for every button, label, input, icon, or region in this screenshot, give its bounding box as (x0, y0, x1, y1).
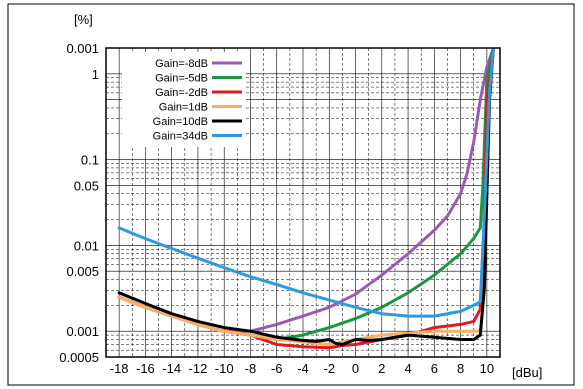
x-tick-label: -8 (245, 361, 257, 376)
outer-frame (7, 3, 575, 386)
series-line (117, 48, 495, 346)
legend-box (122, 52, 246, 147)
legend-label: Gain=1dB (159, 102, 208, 114)
x-tick-label: -10 (215, 361, 234, 376)
x-tick-label: 8 (457, 361, 464, 376)
x-tick-label: -6 (271, 361, 283, 376)
x-tick-label: -12 (189, 361, 208, 376)
y-tick-label: 0.05 (74, 178, 99, 193)
x-tick-label: -2 (323, 361, 335, 376)
x-tick-label: -16 (136, 361, 155, 376)
x-tick-label: 10 (480, 361, 494, 376)
plot-area-frame (105, 47, 501, 358)
y-axis-unit-label: [%] (74, 12, 93, 27)
y-tick-label: 0.01 (74, 238, 99, 253)
y-tick-label: 0.005 (66, 264, 99, 279)
legend-label: Gain=-5dB (155, 73, 208, 85)
y-tick-label: 1 (92, 67, 99, 82)
x-axis-unit-label: [dBu] (512, 365, 542, 380)
y-tick-label: 0.001 (66, 324, 99, 339)
x-tick-label: 4 (404, 361, 411, 376)
x-tick-label: -4 (297, 361, 309, 376)
legend-label: Gain=10dB (153, 116, 208, 128)
x-tick-label: 0 (352, 361, 359, 376)
y-tick-label: 0.001 (66, 41, 99, 56)
legend: Gain=-8dB Gain=-5dB Gain=-2dB Gain=1dB Gain=… (122, 52, 246, 147)
x-tick-label: 6 (431, 361, 438, 376)
series-lines (117, 48, 495, 350)
x-tick-label: 2 (378, 361, 385, 376)
y-tick-labels: 0.001 1 0.1 0.05 0.01 0.005 0.001 0.0005 (59, 41, 99, 365)
y-tick-label: 0.0005 (59, 350, 99, 365)
series-line (117, 48, 495, 318)
legend-label: Gain=-8dB (155, 58, 208, 70)
legend-label: Gain=-2dB (155, 87, 208, 99)
x-tick-labels: -18 -16 -14 -12 -10 -8 -6 -4 -2 0 2 4 6 8 10 (110, 361, 494, 376)
x-tick-label: -14 (162, 361, 181, 376)
x-tick-label: -18 (110, 361, 129, 376)
y-tick-label: 0.1 (81, 153, 99, 168)
legend-label: Gain=34dB (153, 131, 208, 143)
